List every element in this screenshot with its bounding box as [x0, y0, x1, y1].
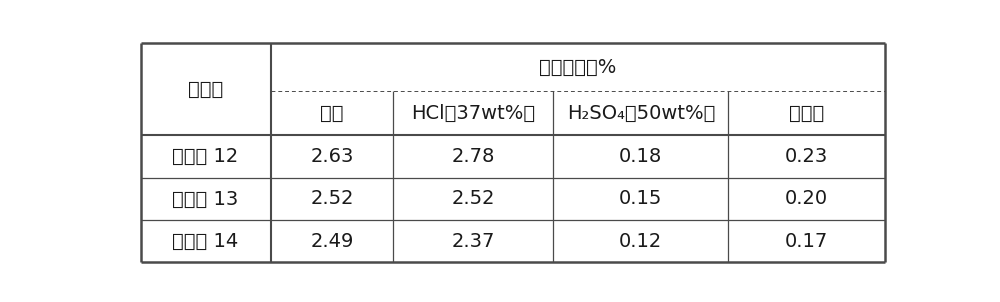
Text: 甲苯: 甲苯: [320, 104, 344, 123]
Text: H₂SO₄（50wt%）: H₂SO₄（50wt%）: [567, 104, 715, 123]
Text: 正己烷: 正己烷: [789, 104, 824, 123]
Text: 2.78: 2.78: [452, 147, 495, 166]
Text: HCl（37wt%）: HCl（37wt%）: [411, 104, 536, 123]
Text: 2.37: 2.37: [452, 232, 495, 251]
Text: 实施例 14: 实施例 14: [172, 232, 239, 251]
Text: 2.52: 2.52: [310, 189, 354, 208]
Text: 2.63: 2.63: [310, 147, 354, 166]
Text: 0.15: 0.15: [619, 189, 663, 208]
Text: 实施例: 实施例: [188, 80, 223, 99]
Text: 0.18: 0.18: [619, 147, 662, 166]
Text: 0.12: 0.12: [619, 232, 662, 251]
Text: 实施例 13: 实施例 13: [172, 189, 239, 208]
Text: 2.49: 2.49: [310, 232, 354, 251]
Text: 质量尢加率%: 质量尢加率%: [539, 58, 616, 77]
Text: 2.52: 2.52: [452, 189, 495, 208]
Text: 0.20: 0.20: [785, 189, 828, 208]
Text: 0.23: 0.23: [785, 147, 828, 166]
Text: 实施例 12: 实施例 12: [172, 147, 239, 166]
Text: 0.17: 0.17: [785, 232, 828, 251]
